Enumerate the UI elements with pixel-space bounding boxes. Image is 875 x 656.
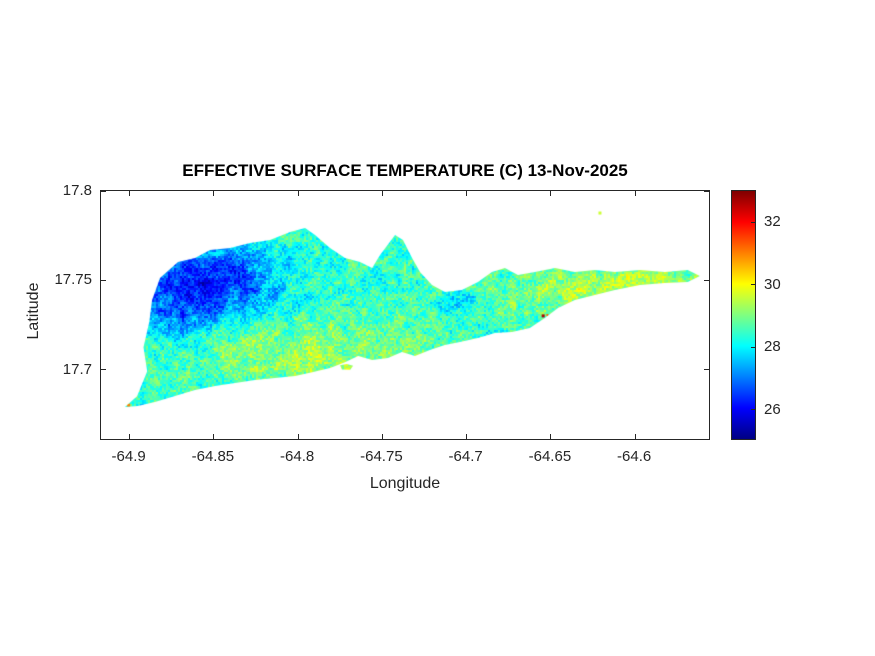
colorbar-tick-label: 32 bbox=[764, 213, 781, 231]
temperature-map-canvas bbox=[100, 190, 710, 440]
y-axis-label: Latitude bbox=[25, 282, 42, 340]
colorbar-tick-mark bbox=[751, 409, 755, 411]
x-tick-label: -64.7 bbox=[448, 448, 483, 465]
colorbar-tick-mark bbox=[751, 221, 755, 223]
colorbar-tick-label: 26 bbox=[764, 400, 781, 418]
colorbar-tick-mark bbox=[751, 346, 755, 348]
x-tick-label: -64.6 bbox=[617, 448, 652, 465]
plot-area bbox=[100, 190, 710, 440]
x-axis-label: Longitude bbox=[369, 475, 441, 492]
y-tick-label: 17.7 bbox=[62, 360, 92, 378]
x-tick-label: -64.85 bbox=[191, 448, 235, 465]
x-tick-label: -64.8 bbox=[280, 448, 315, 465]
colorbar-tick-label: 28 bbox=[764, 338, 781, 356]
y-tick-label: 17.75 bbox=[54, 271, 92, 289]
y-tick-label: 17.8 bbox=[62, 182, 92, 199]
chart-title: EFFECTIVE SURFACE TEMPERATURE (C) 13-Nov… bbox=[182, 161, 628, 180]
x-tick-label: -64.65 bbox=[528, 448, 572, 465]
colorbar bbox=[731, 190, 756, 440]
x-tick-label: -64.9 bbox=[111, 448, 146, 465]
x-tick-label: -64.75 bbox=[360, 448, 403, 465]
colorbar-tick-mark bbox=[751, 284, 755, 286]
colorbar-tick-label: 30 bbox=[764, 275, 781, 293]
